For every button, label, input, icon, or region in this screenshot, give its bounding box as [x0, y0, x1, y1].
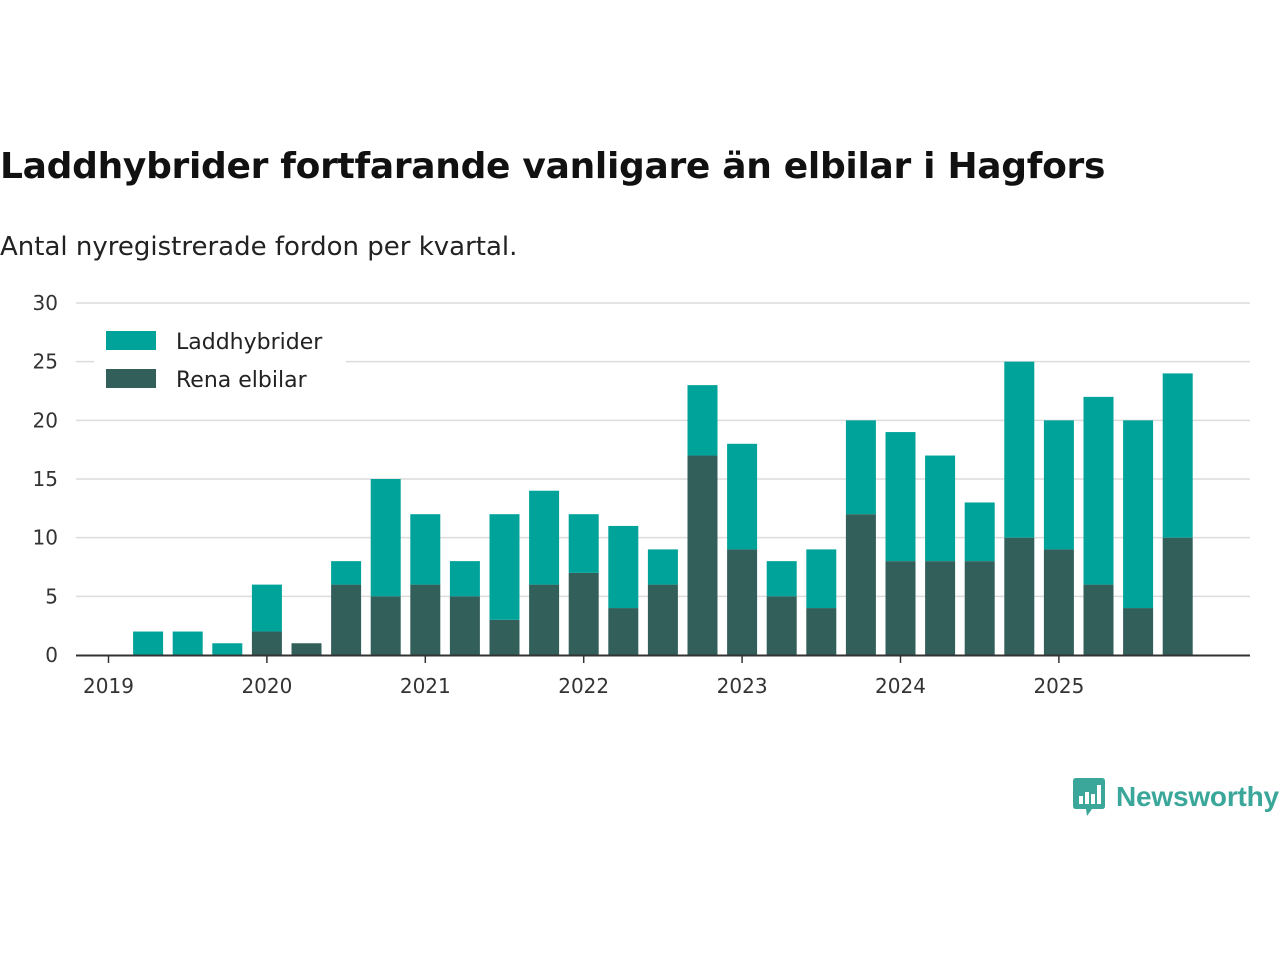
- chart-title: Laddhybrider fortfarande vanligare än el…: [0, 146, 1106, 187]
- bar-rena-elbilar-2021-q2: [449, 596, 480, 655]
- x-tick-label-2022: 2022: [558, 674, 609, 698]
- y-tick-label-20: 20: [33, 408, 58, 432]
- bar-laddhybrider-2019-q2: [133, 631, 164, 655]
- bar-laddhybrider-2022-q1: [568, 514, 599, 573]
- bar-laddhybrider-2024-q3: [964, 502, 995, 562]
- chart-subtitle: Antal nyregistrerade fordon per kvartal.: [0, 232, 518, 262]
- bar-rena-elbilar-2022-q4: [687, 455, 718, 655]
- x-tick-label-2025: 2025: [1033, 674, 1084, 698]
- bar-rena-elbilar-2021-q1: [410, 584, 441, 655]
- bar-rena-elbilar-2024-q2: [925, 561, 956, 655]
- bar-rena-elbilar-2025-q4: [1162, 537, 1193, 655]
- bar-laddhybrider-2020-q3: [331, 561, 362, 585]
- y-tick-label-15: 15: [33, 467, 58, 491]
- x-tick-label-2024: 2024: [875, 674, 926, 698]
- bar-laddhybrider-2020-q1: [251, 584, 282, 632]
- bar-rena-elbilar-2021-q3: [489, 619, 520, 655]
- bar-laddhybrider-2025-q2: [1083, 396, 1114, 585]
- bar-rena-elbilar-2022-q1: [568, 572, 599, 655]
- bar-laddhybrider-2022-q3: [647, 549, 678, 585]
- bar-rena-elbilar-2020-q1: [251, 631, 282, 655]
- bar-rena-elbilar-2023-q4: [845, 514, 876, 655]
- y-tick-label-25: 25: [33, 350, 58, 374]
- y-axis: 0 5 10 15 20 25 30: [33, 291, 58, 667]
- bar-rena-elbilar-2022-q2: [608, 608, 639, 655]
- bar-laddhybrider-2023-q2: [766, 561, 797, 597]
- bar-laddhybrider-2019-q3: [172, 631, 203, 655]
- bar-laddhybrider-2020-q4: [370, 479, 401, 597]
- legend-swatch-rena-elbilar: [106, 369, 156, 388]
- x-tick-label-2020: 2020: [241, 674, 292, 698]
- bar-rena-elbilar-2025-q2: [1083, 584, 1114, 655]
- legend-swatch-laddhybrider: [106, 331, 156, 350]
- newsworthy-brand-name: Newsworthy: [1116, 781, 1279, 812]
- x-tick-label-2019: 2019: [83, 674, 134, 698]
- bar-rena-elbilar-2020-q4: [370, 596, 401, 655]
- bar-laddhybrider-2023-q4: [845, 420, 876, 515]
- bar-rena-elbilar-2025-q1: [1043, 549, 1074, 655]
- x-axis: 2019 2020 2021 2022 2023 2024 2025: [76, 654, 1250, 698]
- bar-rena-elbilar-2024-q3: [964, 561, 995, 655]
- bar-laddhybrider-2023-q3: [806, 549, 837, 609]
- y-tick-label-5: 5: [45, 584, 58, 608]
- bar-laddhybrider-2021-q1: [410, 514, 441, 585]
- bar-laddhybrider-2024-q1: [885, 432, 916, 562]
- y-tick-label-10: 10: [33, 526, 58, 550]
- bar-rena-elbilar-2023-q3: [806, 608, 837, 655]
- y-tick-label-0: 0: [45, 643, 58, 667]
- bar-rena-elbilar-2022-q3: [647, 584, 678, 655]
- bar-laddhybrider-2025-q1: [1043, 420, 1074, 550]
- bar-rena-elbilar-2023-q2: [766, 596, 797, 655]
- bar-laddhybrider-2023-q1: [727, 443, 758, 550]
- legend-label-laddhybrider: Laddhybrider: [176, 330, 323, 355]
- bar-laddhybrider-2019-q4: [212, 643, 243, 655]
- bar-rena-elbilar-2025-q3: [1123, 608, 1154, 655]
- bar-rena-elbilar-2024-q4: [1004, 537, 1035, 655]
- bar-rena-elbilar-2023-q1: [727, 549, 758, 655]
- bar-laddhybrider-2021-q4: [529, 490, 560, 585]
- bar-rena-elbilar-2020-q2: [291, 643, 322, 655]
- legend: Laddhybrider Rena elbilar: [94, 322, 346, 402]
- bar-laddhybrider-2025-q3: [1123, 420, 1154, 609]
- bar-laddhybrider-2021-q2: [449, 561, 480, 597]
- bar-laddhybrider-2025-q4: [1162, 373, 1193, 538]
- bar-laddhybrider-2022-q4: [687, 385, 718, 456]
- newsworthy-logo-icon: [1073, 778, 1105, 816]
- y-tick-label-30: 30: [33, 291, 58, 315]
- bar-laddhybrider-2024-q2: [925, 455, 956, 562]
- bar-rena-elbilar-2020-q3: [331, 584, 362, 655]
- legend-label-rena-elbilar: Rena elbilar: [176, 368, 308, 393]
- bar-laddhybrider-2024-q4: [1004, 361, 1035, 538]
- bar-rena-elbilar-2021-q4: [529, 584, 560, 655]
- x-tick-label-2023: 2023: [717, 674, 768, 698]
- bar-laddhybrider-2022-q2: [608, 525, 639, 609]
- x-tick-label-2021: 2021: [400, 674, 451, 698]
- bars: [133, 361, 1193, 655]
- bar-rena-elbilar-2024-q1: [885, 561, 916, 655]
- bar-laddhybrider-2021-q3: [489, 514, 520, 620]
- newsworthy-logo: Newsworthy: [1072, 776, 1279, 818]
